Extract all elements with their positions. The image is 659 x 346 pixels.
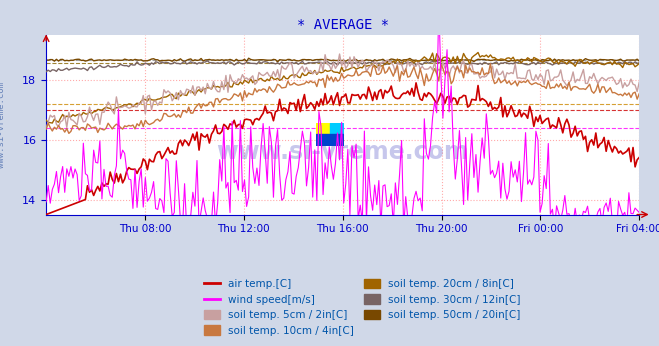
Legend: air temp.[C], wind speed[m/s], soil temp. 5cm / 2in[C], soil temp. 10cm / 4in[C]: air temp.[C], wind speed[m/s], soil temp… xyxy=(199,274,526,341)
Title: * AVERAGE *: * AVERAGE * xyxy=(297,18,389,32)
Text: www.si-vreme.com: www.si-vreme.com xyxy=(0,82,6,167)
Text: www.si-vreme.com: www.si-vreme.com xyxy=(216,139,469,164)
